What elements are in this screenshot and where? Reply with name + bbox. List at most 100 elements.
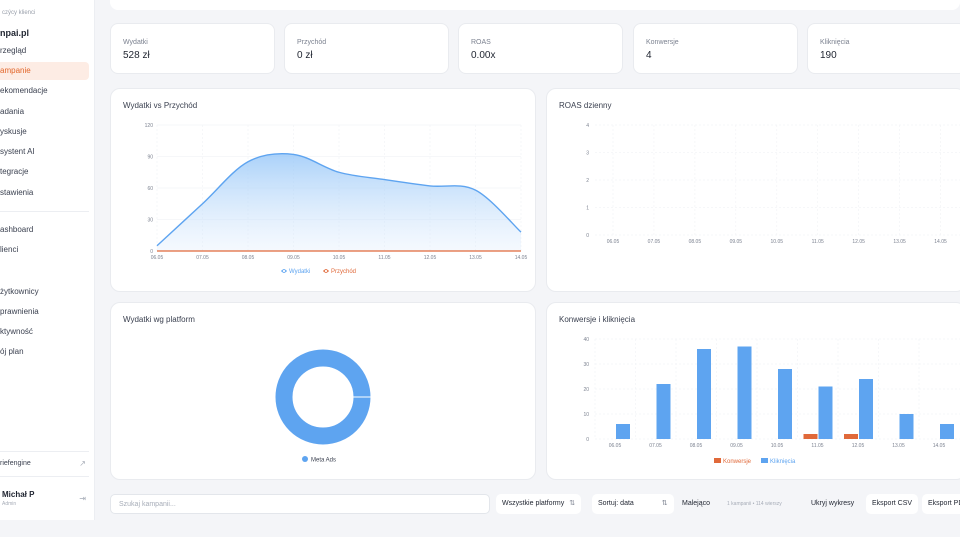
x-tick-label: 14.05 [515, 255, 528, 261]
sidebar-footer-link[interactable]: riefengine [0, 460, 31, 467]
external-link-icon[interactable]: ↗ [79, 459, 86, 468]
kpi-value: 4 [646, 50, 652, 61]
sidebar-item-recommendations[interactable]: ekomendacje [0, 86, 48, 95]
x-tick-label: 08.05 [689, 239, 702, 245]
y-tick-label: 120 [145, 123, 154, 129]
logout-icon[interactable]: ⇥ [79, 494, 86, 503]
sidebar-item-permissions[interactable]: prawnienia [0, 307, 39, 316]
x-tick-label: 08.05 [690, 443, 703, 449]
x-tick-label: 09.05 [730, 239, 743, 245]
y-tick-label: 0 [586, 437, 589, 443]
y-tick-label: 40 [583, 337, 589, 343]
sidebar-item-users[interactable]: żytkownicy [0, 287, 39, 296]
hide-charts-button[interactable]: Ukryj wykresy [811, 500, 855, 507]
conversions-clicks-chart: 0 10 20 30 40 06.05 07.05 08.05 09.05 10.05 11.05 1… [583, 337, 960, 465]
y-tick-label: 4 [586, 123, 589, 129]
y-tick-label: 3 [586, 151, 589, 157]
bar-klikniecia [899, 414, 914, 439]
brand-name[interactable]: npai.pl [0, 28, 29, 38]
legend-label: Wydatki [289, 269, 310, 275]
x-tick-label: 09.05 [287, 255, 300, 261]
order-toggle[interactable]: Malejąco [682, 500, 711, 507]
campaign-search-input[interactable]: Szukaj kampanii... [110, 494, 490, 514]
card-conversions-clicks: Konwersje i kliknięcia 0 10 20 30 40 06.05 07.… [546, 302, 960, 480]
kpi-value: 0 zł [297, 50, 313, 61]
card-title: Wydatki vs Przychód [123, 101, 198, 110]
bar-konwersje [844, 434, 858, 439]
legend-marker [282, 269, 286, 273]
sidebar-item-overview[interactable]: rzegląd [0, 46, 27, 55]
card-roas-daily: ROAS dzienny 0 1 2 3 4 06.05 07.05 08.05 09.05 10… [546, 88, 960, 292]
card-spend-by-platform: Wydatki wg platform Meta Ads [110, 302, 536, 480]
sidebar-item-tasks[interactable]: adania [0, 107, 25, 116]
kpi-value: 0.00x [471, 50, 496, 61]
donut-slice-meta-ads [275, 349, 371, 445]
workspace-hint: czýcy klienci [2, 10, 36, 16]
results-info: 1 kampanii • 114 wierszy [727, 501, 782, 507]
sidebar-item-campaigns[interactable]: ampanie [0, 62, 89, 80]
kpi-label: ROAS [471, 39, 491, 46]
legend-label: Meta Ads [311, 458, 336, 464]
kpi-card-conversions: Konwersje 4 [633, 23, 798, 74]
bar-klikniecia [737, 346, 752, 439]
bar-klikniecia [818, 386, 833, 439]
y-tick-label: 0 [586, 233, 589, 239]
y-tick-label: 30 [147, 218, 153, 224]
sidebar-item-activity[interactable]: ktywność [0, 327, 33, 336]
sidebar-item-discussions[interactable]: yskusje [0, 127, 27, 136]
x-tick-label: 13.05 [893, 239, 906, 245]
export-csv-button[interactable]: Eksport CSV [866, 494, 919, 514]
x-tick-label: 07.05 [648, 239, 661, 245]
kpi-value: 528 zł [123, 50, 150, 61]
y-tick-label: 90 [147, 155, 153, 161]
spend-revenue-chart: 0 30 60 90 120 06.05 07.05 08.05 09.05 10.05 11.05… [145, 123, 528, 275]
x-tick-label: 06.05 [607, 239, 620, 245]
sidebar-item-ai-assistant[interactable]: systent AI [0, 147, 35, 156]
bar-klikniecia [656, 384, 671, 439]
bar-klikniecia [859, 379, 873, 439]
x-tick-label: 06.05 [609, 443, 622, 449]
card-title: ROAS dzienny [559, 101, 612, 110]
sidebar-divider-user [0, 476, 89, 477]
sidebar: czýcy klienci npai.pl rzegląd ampanie e… [0, 0, 95, 520]
platform-donut-chart: Meta Ads [275, 349, 371, 464]
kpi-label: Przychód [297, 39, 327, 46]
sidebar-item-clients[interactable]: lienci [0, 245, 19, 254]
x-tick-label: 06.05 [151, 255, 164, 261]
platform-select[interactable]: Wszystkie platformy ⇅ [496, 494, 582, 514]
x-tick-label: 11.05 [378, 255, 390, 261]
sidebar-divider [0, 211, 89, 212]
sidebar-item-my-plan[interactable]: ój plan [0, 347, 24, 356]
sidebar-item-integrations[interactable]: tegracje [0, 167, 29, 176]
kpi-value: 190 [820, 50, 837, 61]
sidebar-item-settings[interactable]: stawienia [0, 188, 34, 197]
sidebar-item-dashboard[interactable]: ashboard [0, 225, 34, 234]
sort-select[interactable]: Sortuj: data ⇅ [592, 494, 674, 514]
bar-klikniecia [940, 424, 954, 439]
sort-select-label: Sortuj: data [598, 500, 634, 507]
x-tick-label: 08.05 [242, 255, 255, 261]
sidebar-divider-bottom [0, 451, 89, 452]
legend-label: Konwersje [723, 459, 752, 465]
kpi-label: Konwersje [646, 39, 679, 46]
card-title: Konwersje i kliknięcia [559, 315, 636, 324]
x-tick-label: 14.05 [934, 239, 947, 245]
x-tick-label: 12.05 [852, 443, 865, 449]
series-line-wydatki [156, 152, 522, 247]
bar-konwersje [803, 434, 818, 439]
export-pdf-button[interactable]: Eksport PDF [922, 494, 960, 514]
kpi-label: Wydatki [123, 39, 148, 46]
x-tick-label: 11.05 [812, 239, 824, 245]
y-tick-label: 2 [586, 178, 589, 184]
chevron-updown-icon: ⇅ [661, 500, 668, 507]
legend-swatch [714, 458, 721, 463]
x-tick-label: 13.05 [892, 443, 905, 449]
kpi-card-clicks: Kliknięcia 190 [807, 23, 960, 74]
legend-marker [324, 269, 328, 273]
chevron-updown-icon: ⇅ [569, 500, 576, 507]
x-tick-label: 09.05 [730, 443, 743, 449]
card-title: Wydatki wg platform [123, 315, 195, 324]
legend-swatch [761, 458, 768, 463]
x-tick-label: 07.05 [649, 443, 662, 449]
legend-label: Przychód [331, 269, 356, 275]
